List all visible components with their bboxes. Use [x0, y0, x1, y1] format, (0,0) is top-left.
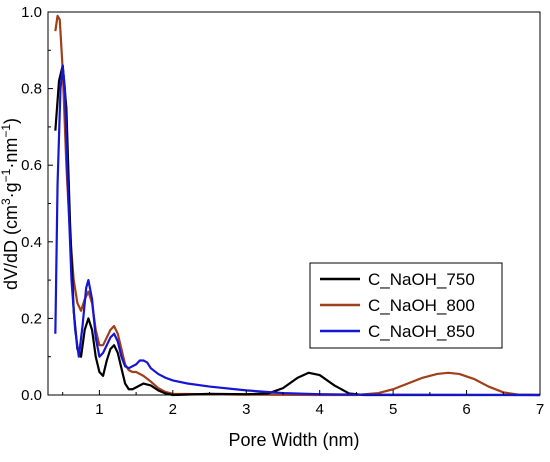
x-tick-label: 4: [316, 401, 324, 418]
legend-label-850: C_NaOH_850: [368, 322, 475, 341]
x-tick-label: 3: [242, 401, 250, 418]
y-tick-label: 0.8: [21, 81, 42, 98]
ticks-layer: [48, 11, 541, 396]
y-tick-label: 1.0: [21, 4, 42, 21]
x-tick-label: 1: [95, 401, 103, 418]
x-tick-label: 7: [536, 401, 544, 418]
x-axis-title: Pore Width (nm): [228, 430, 359, 450]
y-tick-label: 0.0: [21, 387, 42, 404]
legend: C_NaOH_750 C_NaOH_800 C_NaOH_850: [309, 262, 503, 349]
y-tick-label: 0.2: [21, 310, 42, 327]
legend-label-750: C_NaOH_750: [368, 270, 475, 289]
series-line-C_NaOH_800: [54, 14, 541, 397]
x-tick-label: 2: [169, 401, 177, 418]
legend-label-800: C_NaOH_800: [368, 296, 475, 315]
x-tick-label: 6: [462, 401, 470, 418]
tick-labels-layer: 1 2 3 4 5 6 7 0.0 0.2 0.4 0.6 0.8 1.0: [21, 4, 544, 418]
lines-layer: [54, 14, 541, 397]
y-tick-label: 0.6: [21, 157, 42, 174]
y-tick-label: 0.4: [21, 234, 42, 251]
y-axis-title: dV/dD (cm3·g−1·nm−1): [0, 118, 21, 290]
plot-area: 1 2 3 4 5 6 7 0.0 0.2 0.4 0.6 0.8 1.0: [21, 4, 544, 418]
series-line-C_NaOH_850: [54, 64, 541, 397]
x-tick-label: 5: [389, 401, 397, 418]
